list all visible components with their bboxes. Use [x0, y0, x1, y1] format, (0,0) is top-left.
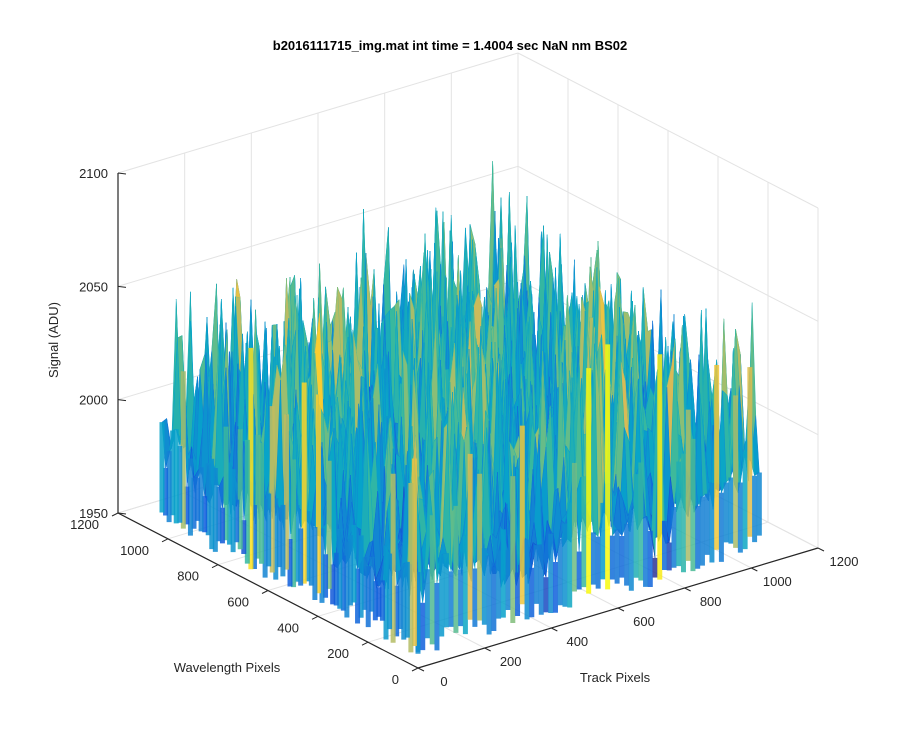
chart-title: b2016111715_img.mat int time = 1.4004 se…	[272, 38, 628, 53]
surface-mesh	[159, 161, 762, 654]
